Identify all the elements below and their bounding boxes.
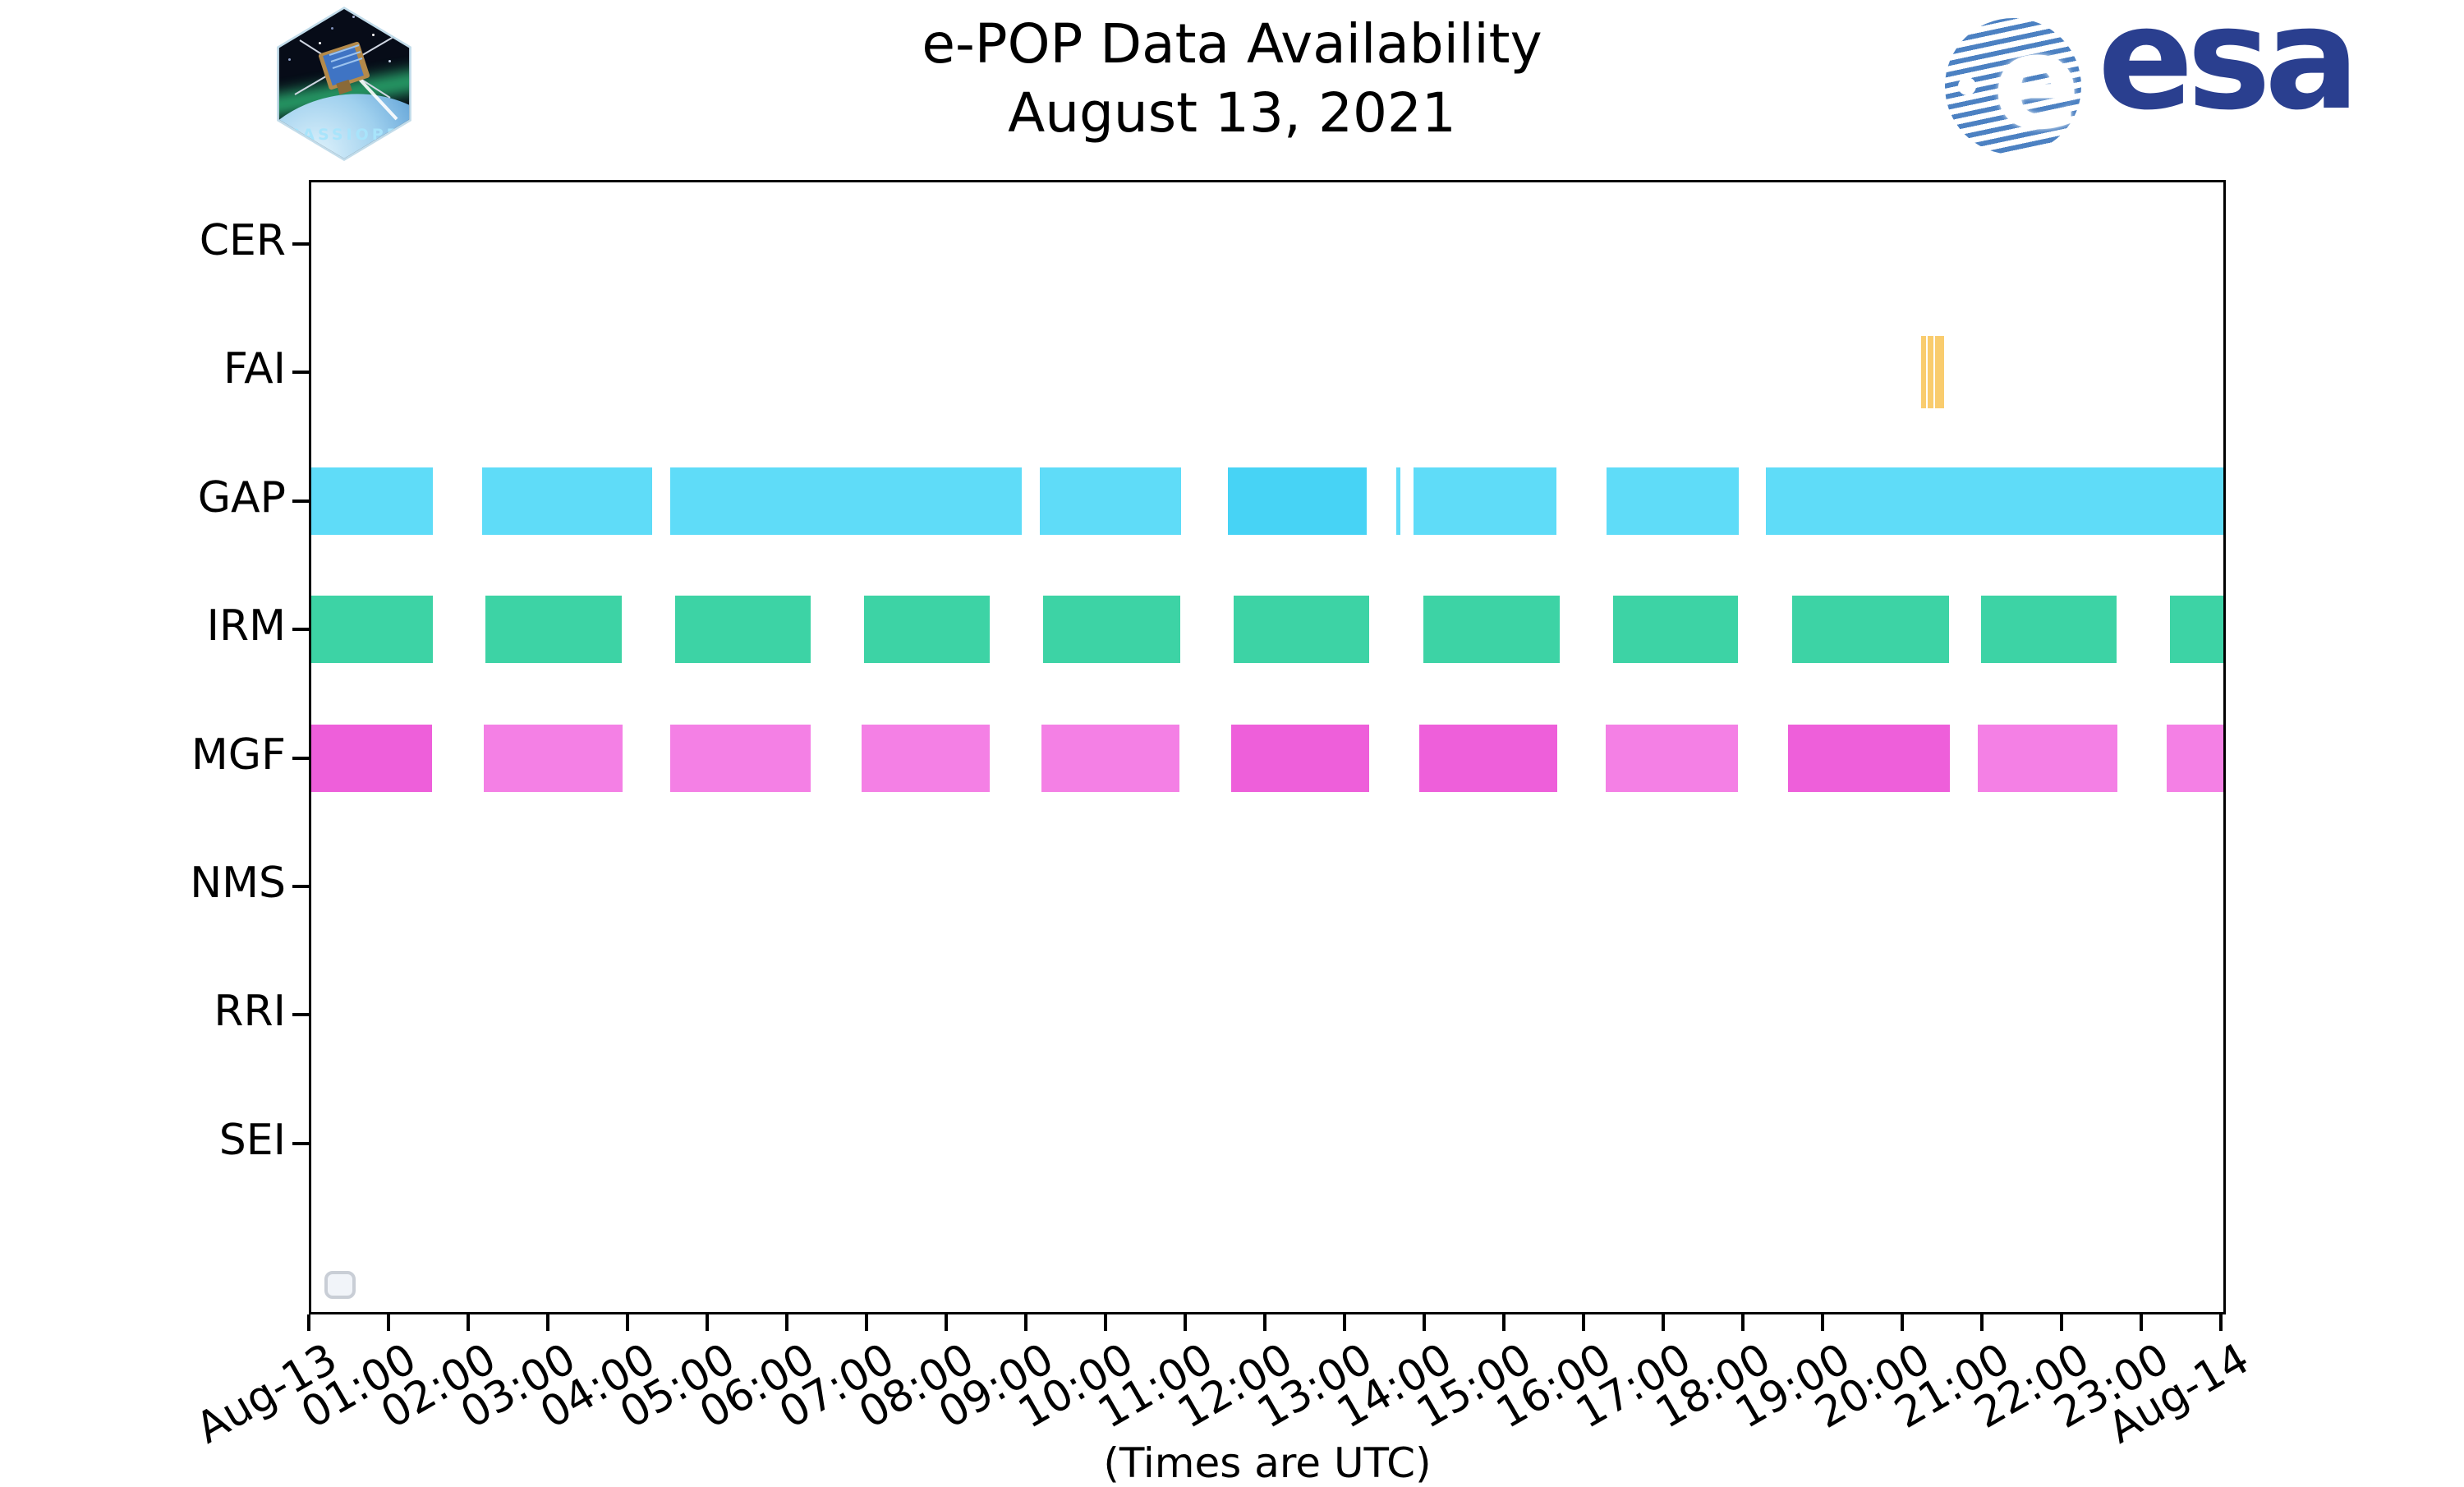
availability-bar-gap [311,467,434,535]
x-tick-mark [1741,1314,1745,1331]
x-tick-mark [1980,1314,1984,1331]
y-label-rri: RRI [214,987,286,1037]
availability-bar-irm [1612,596,1739,664]
x-tick-mark [706,1314,709,1331]
availability-bar-mgf [2167,724,2223,792]
y-label-irm: IRM [206,601,286,651]
cassiope-wordmark: CASSIOPE [287,126,401,144]
y-label-mgf: MGF [191,730,286,780]
title-line-1: e-POP Data Availability [922,12,1542,76]
y-tick-mark [292,371,309,375]
chart-plot-area [309,180,2226,1314]
availability-bar-mgf [1606,724,1739,792]
satellite-icon [294,36,398,121]
chart-title: e-POP Data Availability August 13, 2021 [657,10,1807,148]
y-tick-mark [292,499,309,503]
esa-globe-icon [1945,18,2081,154]
availability-bar-gap [1607,467,1740,535]
x-tick-mark [1263,1314,1266,1331]
x-tick-mark [1104,1314,1107,1331]
y-tick-mark [292,885,309,888]
x-tick-mark [785,1314,788,1331]
x-tick-mark [1901,1314,1904,1331]
availability-bar-irm [2170,596,2223,664]
availability-bar-mgf [1231,724,1370,792]
x-tick-mark [865,1314,868,1331]
x-tick-mark [1662,1314,1665,1331]
availability-bar-fai [1934,336,1944,409]
availability-bar-gap [1039,467,1182,535]
legend-box [324,1271,356,1299]
availability-bar-mgf [1041,724,1180,792]
y-label-fai: FAI [223,344,286,394]
availability-bar-gap [670,467,1023,535]
x-tick-mark [307,1314,310,1331]
availability-bar-mgf [670,724,811,792]
availability-bar-irm [1792,596,1950,664]
availability-bar-irm [1234,596,1370,664]
y-tick-mark [292,1141,309,1145]
y-tick-mark [292,756,309,760]
x-tick-mark [1502,1314,1506,1331]
availability-bar-fai [1921,336,1927,409]
esa-wordmark: esa [2098,0,2360,141]
y-tick-mark [292,1013,309,1017]
availability-bar-gap [1766,467,2223,535]
x-tick-mark [1184,1314,1187,1331]
x-tick-mark [467,1314,470,1331]
availability-bar-mgf [862,724,991,792]
x-tick-mark [2060,1314,2063,1331]
x-tick-mark [1821,1314,1824,1331]
availability-bar-irm [311,596,434,664]
availability-bar-gap [481,467,653,535]
y-tick-mark [292,628,309,632]
x-axis-caption: (Times are UTC) [1103,1439,1432,1487]
x-tick-mark [546,1314,549,1331]
x-tick-mark [945,1314,948,1331]
x-tick-mark [1423,1314,1426,1331]
availability-bar-mgf [484,724,623,792]
y-tick-mark [292,242,309,246]
y-label-sei: SEI [218,1115,286,1165]
x-tick-mark [2219,1314,2223,1331]
esa-logo: e esa [1945,0,2372,159]
availability-bar-mgf [1419,724,1558,792]
availability-bar-mgf [1978,724,2117,792]
availability-bar-irm [1423,596,1560,664]
y-label-gap: GAP [197,472,286,523]
availability-bar-irm [864,596,991,664]
availability-bar-mgf [311,724,433,792]
availability-bar-irm [1981,596,2117,664]
availability-bar-gap [1227,467,1368,535]
y-label-nms: NMS [190,859,286,908]
availability-bar-fai [1928,336,1933,409]
availability-bar-irm [1043,596,1181,664]
availability-bar-irm [675,596,811,664]
availability-bar-irm [485,596,623,664]
esa-e-glyph: e [1993,7,2081,159]
y-label-cer: CER [199,216,286,265]
availability-bar-mgf [1788,724,1951,792]
cassiope-mission-logo: CASSIOPE [271,7,417,161]
x-tick-mark [387,1314,390,1331]
x-tick-mark [2140,1314,2143,1331]
availability-bar-gap [1396,467,1400,535]
x-tick-mark [1343,1314,1346,1331]
starfield [274,9,276,12]
hexagon-badge: CASSIOPE [274,9,410,159]
x-tick-mark [626,1314,629,1331]
x-tick-mark [1582,1314,1585,1331]
title-line-2: August 13, 2021 [1008,81,1456,145]
availability-bar-gap [1413,467,1557,535]
x-tick-mark [1024,1314,1027,1331]
